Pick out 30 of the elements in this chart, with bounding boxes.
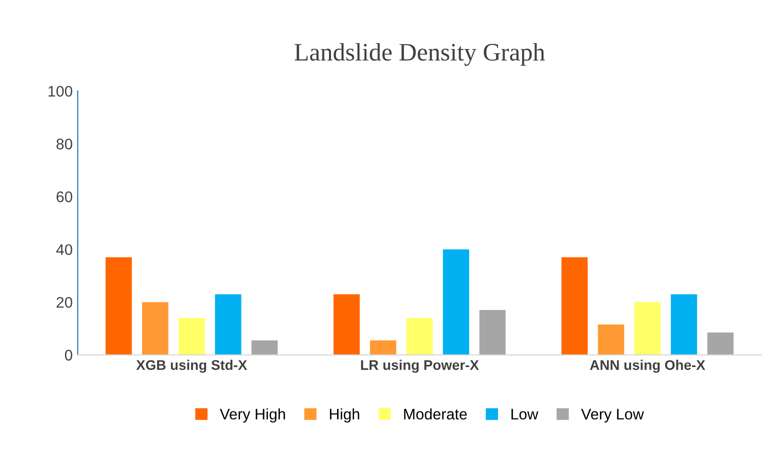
bar [479,310,506,355]
y-tick-label: 0 [64,350,72,361]
bar [707,332,734,355]
bar [670,294,698,355]
legend-label: High [330,408,360,423]
chart-title: Landslide Density Graph [294,43,545,66]
x-tick-label: ANN using Ohe-X [590,360,706,373]
bar [251,340,278,355]
bar [370,340,396,355]
bar [598,324,624,355]
bar [561,257,588,355]
x-tick-label: LR using Power-X [361,360,479,373]
bar [334,294,360,355]
y-tick-label: 60 [56,191,72,202]
legend-label: Very Low [581,408,644,423]
bar [142,302,168,355]
x-tick-label: XGB using Std-X [136,360,248,373]
legend-label: Moderate [404,408,467,420]
bar [106,257,132,355]
y-tick-label: 20 [56,296,72,308]
y-tick-label: 80 [56,138,72,150]
bar [634,302,661,355]
y-tick-label: 100 [48,86,72,97]
legend-label: Low [511,408,538,420]
bar [215,294,242,355]
bar [406,318,433,355]
legend-label: Very High [220,408,285,423]
bar [442,249,470,355]
bar [178,318,205,355]
y-tick-label: 40 [56,244,72,256]
